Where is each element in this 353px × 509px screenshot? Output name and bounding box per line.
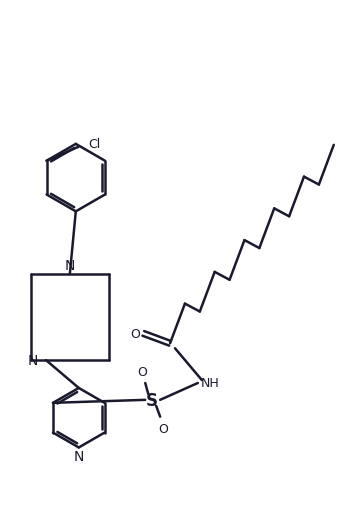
Text: O: O xyxy=(158,422,168,435)
Text: O: O xyxy=(130,327,140,340)
Text: Cl: Cl xyxy=(88,138,101,151)
Text: N: N xyxy=(73,449,84,464)
Text: S: S xyxy=(146,391,158,409)
Text: N: N xyxy=(28,353,38,367)
Text: N: N xyxy=(65,259,75,272)
Text: O: O xyxy=(137,365,147,378)
Text: NH: NH xyxy=(201,377,219,390)
